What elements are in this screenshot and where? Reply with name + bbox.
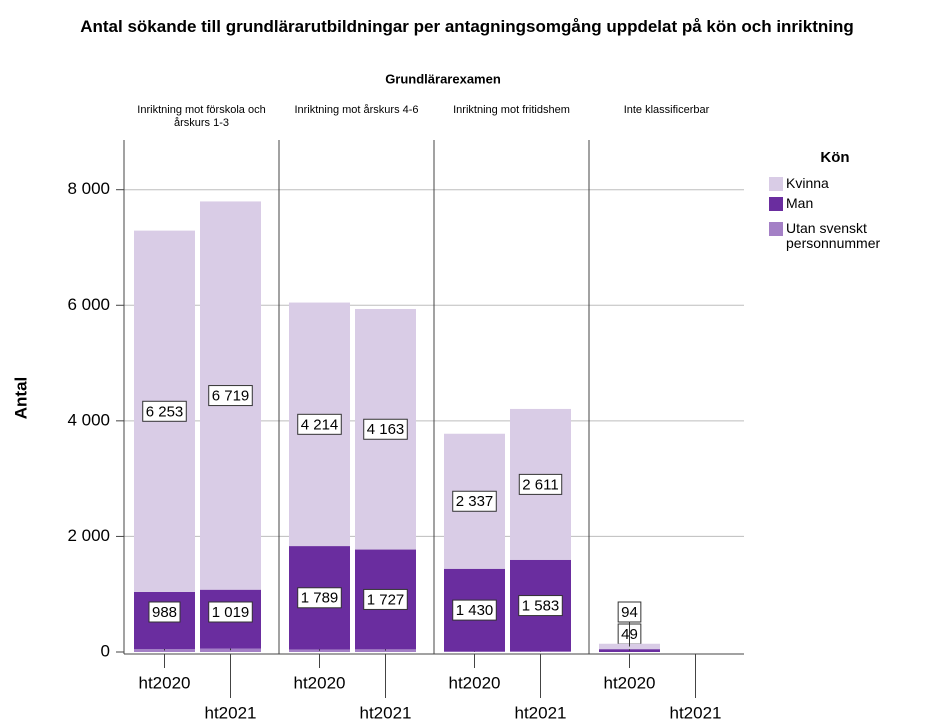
panel-title-box: Inte klassificerbar (623, 104, 710, 116)
panel-title: Inriktning mot årskurs 4-6 (294, 104, 419, 116)
y-tick-label: 8 000 (67, 179, 110, 198)
value-label: 4 214 (297, 413, 342, 435)
legend-title: Kön (820, 149, 849, 166)
legend-label: Kvinna (786, 176, 829, 191)
panel-title-box: Inriktning mot förskola och årskurs 1-3 (137, 104, 266, 129)
legend-label-box: Kvinna (786, 176, 829, 191)
value-label-box (452, 490, 497, 512)
value-label-box (452, 599, 497, 621)
x-tick-label: ht2020 (604, 673, 656, 692)
panel-title-box: Inriktning mot årskurs 4-6 (294, 104, 419, 116)
value-label-text: 4 214 (301, 416, 339, 433)
value-label-box (617, 601, 642, 623)
value-label: 94 (617, 601, 642, 623)
y-tick-label: 6 000 (67, 295, 110, 314)
legend-label: Man (786, 196, 814, 211)
value-label: 1 789 (297, 587, 342, 609)
value-label: 1 019 (208, 601, 253, 623)
x-tick-label: ht2021 (360, 703, 412, 722)
value-label-text: 1 727 (367, 591, 405, 608)
value-label-box (363, 418, 408, 440)
value-label-text: 988 (152, 604, 177, 621)
value-label-text: 1 789 (301, 590, 339, 607)
value-label: 2 337 (452, 490, 497, 512)
value-label: 6 253 (142, 400, 187, 422)
legend-swatch (769, 177, 783, 191)
legend-label: Utan svenskt personnummer (786, 221, 881, 251)
value-label-box (363, 588, 408, 610)
x-tick-label: ht2021 (515, 703, 567, 722)
value-label-box (208, 385, 253, 407)
panel-title: Inte klassificerbar (623, 104, 710, 116)
y-tick-label: 4 000 (67, 410, 110, 429)
value-label-box (518, 595, 563, 617)
value-label-text: 1 019 (212, 604, 250, 621)
value-label-text: 2 337 (456, 493, 494, 510)
value-label-text: 4 163 (367, 421, 405, 438)
panel-title: Inriktning mot fritidshem (453, 104, 570, 116)
y-tick-label: 2 000 (67, 526, 110, 545)
panel-title-box: Inriktning mot fritidshem (453, 104, 570, 116)
panel-title: Inriktning mot förskola och årskurs 1-3 (137, 104, 266, 129)
legend-label-box: Utan svenskt personnummer (786, 221, 881, 251)
chart-title-box: Antal sökande till grundlärarutbildninga… (80, 18, 854, 36)
value-label: 6 719 (208, 385, 253, 407)
value-label-box (208, 601, 253, 623)
value-label-box (518, 473, 563, 495)
value-label-box (297, 413, 342, 435)
legend-label-box: Man (786, 196, 814, 211)
chart-title: Antal sökande till grundlärarutbildninga… (80, 18, 854, 36)
value-label-text: 2 611 (522, 476, 558, 493)
value-label: 2 611 (518, 473, 563, 495)
x-tick-label: ht2021 (670, 703, 722, 722)
value-label: 1 727 (363, 588, 408, 610)
value-label-box (148, 601, 181, 623)
value-label-box (142, 400, 187, 422)
x-tick-label: ht2020 (139, 673, 191, 692)
value-label: 4 163 (363, 418, 408, 440)
legend-swatch (769, 197, 783, 211)
x-tick-label: ht2020 (294, 673, 346, 692)
value-label-text: 1 430 (456, 602, 494, 619)
value-label-box (297, 587, 342, 609)
value-label-text: 6 719 (212, 388, 250, 405)
value-label: 988 (148, 601, 181, 623)
value-label: 1 430 (452, 599, 497, 621)
x-tick-label: ht2020 (449, 673, 501, 692)
chart-subtitle: Grundlärarexamen (385, 71, 501, 86)
value-label-text: 94 (621, 604, 638, 621)
value-label-text: 6 253 (146, 403, 184, 420)
value-label: 1 583 (518, 595, 563, 617)
y-axis-label: Antal (11, 377, 30, 420)
y-tick-label: 0 (101, 641, 110, 660)
legend-swatch (769, 222, 783, 236)
x-tick-label: ht2021 (205, 703, 257, 722)
value-label-text: 1 583 (522, 598, 560, 615)
